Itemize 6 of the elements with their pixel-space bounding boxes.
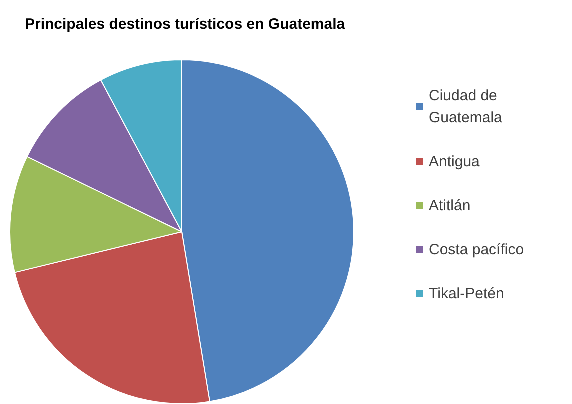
legend-label: Costa pacífico	[429, 242, 524, 258]
legend-label: Atitlán	[429, 198, 471, 214]
legend-label: Tikal-Petén	[429, 286, 504, 302]
legend-label: Ciudad de Guatemala	[429, 88, 504, 126]
legend-label: Antigua	[429, 154, 481, 170]
chart-title: Principales destinos turísticos en Guatemala	[25, 16, 346, 33]
